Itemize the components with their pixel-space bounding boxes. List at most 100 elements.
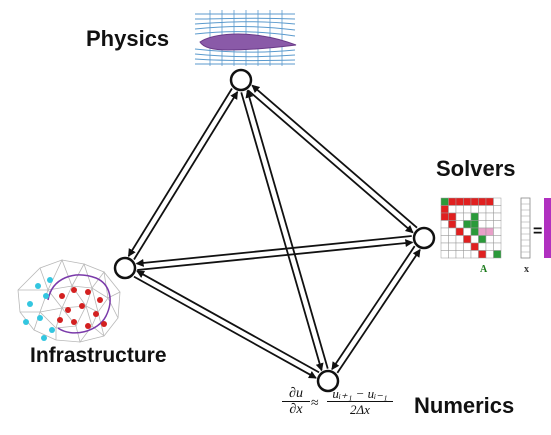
matrix-cell — [493, 250, 502, 259]
matrix-cell — [463, 235, 472, 244]
matrix-cell — [463, 250, 472, 259]
vector-x — [520, 197, 531, 259]
airfoil-flow-icon — [194, 10, 297, 66]
edge-solvers-numerics-forward — [331, 245, 416, 371]
matrix-cell — [478, 197, 487, 206]
matrix-a — [440, 197, 502, 259]
matrix-cell — [493, 220, 502, 229]
matrix-cell — [448, 212, 457, 221]
matrix-cell — [493, 227, 502, 236]
solvers-label: Solvers — [436, 156, 516, 181]
vector-b — [544, 198, 551, 258]
matrix-cell — [440, 227, 449, 236]
matrix-cell — [463, 242, 472, 251]
matrix-cell — [478, 227, 487, 236]
matrix-cell — [485, 235, 494, 244]
physics-node — [229, 68, 253, 92]
matrix-cell — [440, 205, 449, 214]
matrix-cell — [463, 227, 472, 236]
numerics-label: Numerics — [414, 393, 515, 418]
matrix-cell — [485, 227, 494, 236]
matrix-cell — [470, 250, 479, 259]
derivative-fraction: ∂u ∂x — [282, 386, 310, 417]
matrix-cell — [493, 205, 502, 214]
edge-physics-numerics-forward — [240, 92, 324, 372]
edge-physics-solvers-backward — [251, 84, 418, 229]
matrix-cell — [455, 235, 464, 244]
mesh-icon — [17, 258, 121, 343]
matrix-cell — [493, 235, 502, 244]
matrix-cell — [470, 212, 479, 221]
matrix-cell — [455, 212, 464, 221]
matrix-cell — [493, 212, 502, 221]
matrix-cell — [493, 197, 502, 206]
linear-system-icon: = — [440, 197, 551, 259]
matrix-cell — [478, 205, 487, 214]
solvers-node — [412, 226, 436, 250]
difference-denominator: 2Δx — [350, 402, 370, 417]
edges — [127, 84, 421, 379]
matrix-cell — [463, 197, 472, 206]
matrix-cell — [485, 250, 494, 259]
matrix-cell — [478, 250, 487, 259]
matrix-cell — [448, 205, 457, 214]
matrix-cell — [455, 227, 464, 236]
edge-physics-infrastructure-forward — [127, 88, 233, 257]
edge-physics-solvers-forward — [247, 89, 414, 234]
equals-sign: = — [533, 223, 542, 240]
matrix-cell — [455, 197, 464, 206]
infrastructure-node — [113, 256, 137, 280]
derivative-denominator: ∂x — [289, 402, 303, 417]
matrix-cell — [455, 220, 464, 229]
edge-physics-numerics-backward — [245, 89, 329, 369]
edge-infrastructure-numerics-forward — [133, 275, 317, 379]
matrix-cell — [440, 197, 449, 206]
matrix-cell — [448, 242, 457, 251]
matrix-cell — [493, 242, 502, 251]
matrix-cell — [463, 212, 472, 221]
vertices — [113, 68, 436, 393]
matrix-cell — [485, 212, 494, 221]
edge-physics-infrastructure-backward — [133, 91, 239, 260]
matrix-cell — [455, 250, 464, 259]
matrix-cell — [478, 220, 487, 229]
vector-x-label: x — [524, 264, 529, 275]
physics-label: Physics — [86, 26, 170, 51]
matrix-cell — [478, 235, 487, 244]
numerics-node — [316, 369, 340, 393]
matrix-cell — [440, 212, 449, 221]
matrix-cell — [455, 242, 464, 251]
matrix-cell — [470, 242, 479, 251]
matrix-cell — [478, 242, 487, 251]
derivative-numerator: ∂u — [282, 386, 310, 402]
matrix-cell — [455, 205, 464, 214]
matrix-cell — [470, 220, 479, 229]
matrix-cell — [485, 205, 494, 214]
finite-difference-fraction: uᵢ₊₁ − uᵢ₋₁ 2Δx — [327, 386, 393, 417]
matrix-cell — [448, 197, 457, 206]
matrix-cell — [440, 242, 449, 251]
matrix-cell — [463, 220, 472, 229]
matrix-cell — [470, 235, 479, 244]
matrix-cell — [485, 242, 494, 251]
matrix-cell — [448, 250, 457, 259]
matrix-cell — [478, 212, 487, 221]
matrix-cell — [470, 197, 479, 206]
matrix-cell — [440, 250, 449, 259]
matrix-cell — [485, 197, 494, 206]
infrastructure-label: Infrastructure — [30, 344, 167, 367]
matrix-a-label: A — [480, 264, 488, 275]
matrix-cell — [448, 235, 457, 244]
matrix-cell — [448, 227, 457, 236]
matrix-cell — [448, 220, 457, 229]
matrix-cell — [440, 235, 449, 244]
matrix-cell — [470, 227, 479, 236]
matrix-cell — [440, 220, 449, 229]
approx-sign: ≈ — [311, 396, 319, 411]
edge-infrastructure-numerics-backward — [136, 270, 320, 374]
matrix-cell — [485, 220, 494, 229]
edge-solvers-infrastructure-forward — [135, 235, 412, 267]
edge-solvers-infrastructure-backward — [137, 239, 414, 271]
matrix-cell — [463, 205, 472, 214]
